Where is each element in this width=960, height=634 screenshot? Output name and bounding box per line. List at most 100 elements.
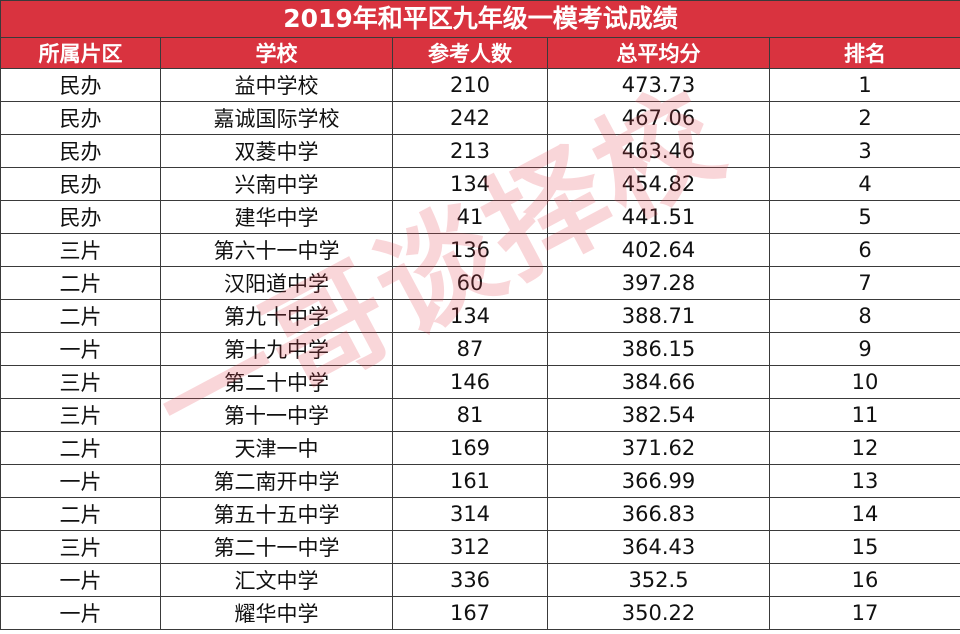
cell-district: 一片 [0, 332, 161, 366]
cell-participants: 136 [392, 233, 548, 267]
cell-participants: 336 [392, 563, 548, 597]
cell-participants: 314 [392, 497, 548, 531]
cell-school: 建华中学 [160, 200, 393, 234]
cell-district: 一片 [0, 563, 161, 597]
cell-participants: 213 [392, 134, 548, 168]
cell-participants: 60 [392, 266, 548, 300]
cell-rank: 9 [768, 332, 960, 366]
cell-average-score: 463.46 [547, 134, 770, 168]
cell-rank: 8 [768, 299, 960, 333]
cell-district: 二片 [0, 497, 161, 531]
cell-participants: 312 [392, 530, 548, 564]
cell-rank: 16 [768, 563, 960, 597]
table-row: 三片 第十一中学 81 382.54 11 [0, 398, 960, 432]
table-row: 三片 第六十一中学 136 402.64 6 [0, 233, 960, 267]
cell-school: 第十九中学 [160, 332, 393, 366]
cell-district: 二片 [0, 299, 161, 333]
cell-district: 一片 [0, 464, 161, 498]
cell-average-score: 441.51 [547, 200, 770, 234]
cell-district: 二片 [0, 431, 161, 465]
cell-rank: 2 [768, 101, 960, 135]
cell-district: 一片 [0, 596, 161, 630]
cell-average-score: 388.71 [547, 299, 770, 333]
cell-rank: 14 [768, 497, 960, 531]
cell-district: 三片 [0, 233, 161, 267]
cell-rank: 3 [768, 134, 960, 168]
cell-rank: 15 [768, 530, 960, 564]
cell-participants: 242 [392, 101, 548, 135]
cell-participants: 146 [392, 365, 548, 399]
cell-participants: 81 [392, 398, 548, 432]
cell-school: 第六十一中学 [160, 233, 393, 267]
cell-average-score: 384.66 [547, 365, 770, 399]
cell-school: 汉阳道中学 [160, 266, 393, 300]
cell-average-score: 364.43 [547, 530, 770, 564]
cell-participants: 210 [392, 68, 548, 102]
cell-school: 第二十一中学 [160, 530, 393, 564]
table-title: 2019年和平区九年级一模考试成绩 [0, 0, 960, 38]
cell-average-score: 454.82 [547, 167, 770, 201]
table-row: 一片 汇文中学 336 352.5 16 [0, 563, 960, 597]
cell-school: 天津一中 [160, 431, 393, 465]
cell-average-score: 473.73 [547, 68, 770, 102]
cell-district: 三片 [0, 365, 161, 399]
table-row: 民办 建华中学 41 441.51 5 [0, 200, 960, 234]
cell-rank: 12 [768, 431, 960, 465]
cell-rank: 6 [768, 233, 960, 267]
cell-average-score: 382.54 [547, 398, 770, 432]
cell-participants: 134 [392, 167, 548, 201]
cell-participants: 167 [392, 596, 548, 630]
cell-rank: 11 [768, 398, 960, 432]
table-row: 民办 益中学校 210 473.73 1 [0, 68, 960, 102]
cell-school: 双菱中学 [160, 134, 393, 168]
table-row: 一片 第十九中学 87 386.15 9 [0, 332, 960, 366]
cell-district: 民办 [0, 134, 161, 168]
cell-average-score: 467.06 [547, 101, 770, 135]
cell-participants: 87 [392, 332, 548, 366]
header-participants: 参考人数 [392, 37, 548, 69]
cell-school: 益中学校 [160, 68, 393, 102]
table-row: 三片 第二十一中学 312 364.43 15 [0, 530, 960, 564]
cell-rank: 4 [768, 167, 960, 201]
table-row: 民办 嘉诚国际学校 242 467.06 2 [0, 101, 960, 135]
cell-school: 耀华中学 [160, 596, 393, 630]
cell-district: 民办 [0, 200, 161, 234]
cell-participants: 169 [392, 431, 548, 465]
cell-participants: 161 [392, 464, 548, 498]
table-row: 二片 第九十中学 134 388.71 8 [0, 299, 960, 333]
cell-rank: 10 [768, 365, 960, 399]
table-row: 一片 第二南开中学 161 366.99 13 [0, 464, 960, 498]
cell-participants: 134 [392, 299, 548, 333]
cell-school: 第二南开中学 [160, 464, 393, 498]
cell-average-score: 366.99 [547, 464, 770, 498]
cell-average-score: 402.64 [547, 233, 770, 267]
cell-district: 民办 [0, 167, 161, 201]
table-row: 二片 汉阳道中学 60 397.28 7 [0, 266, 960, 300]
cell-district: 民办 [0, 68, 161, 102]
cell-district: 民办 [0, 101, 161, 135]
cell-average-score: 352.5 [547, 563, 770, 597]
header-rank: 排名 [768, 37, 960, 69]
table-body: 民办 益中学校 210 473.73 1 民办 嘉诚国际学校 242 467.06 2 民办 双菱中学… [0, 68, 960, 630]
cell-average-score: 397.28 [547, 266, 770, 300]
header-district: 所属片区 [0, 37, 161, 69]
cell-average-score: 366.83 [547, 497, 770, 531]
table-row: 一片 耀华中学 167 350.22 17 [0, 596, 960, 630]
cell-school: 第二十中学 [160, 365, 393, 399]
cell-average-score: 371.62 [547, 431, 770, 465]
cell-district: 三片 [0, 530, 161, 564]
table-row: 二片 天津一中 169 371.62 12 [0, 431, 960, 465]
header-school: 学校 [160, 37, 393, 69]
cell-school: 汇文中学 [160, 563, 393, 597]
header-average-score: 总平均分 [547, 37, 770, 69]
header-row: 所属片区 学校 参考人数 总平均分 排名 [0, 37, 960, 69]
cell-average-score: 350.22 [547, 596, 770, 630]
cell-school: 第五十五中学 [160, 497, 393, 531]
cell-school: 第九十中学 [160, 299, 393, 333]
table-row: 二片 第五十五中学 314 366.83 14 [0, 497, 960, 531]
cell-school: 嘉诚国际学校 [160, 101, 393, 135]
cell-rank: 13 [768, 464, 960, 498]
cell-participants: 41 [392, 200, 548, 234]
table-row: 三片 第二十中学 146 384.66 10 [0, 365, 960, 399]
